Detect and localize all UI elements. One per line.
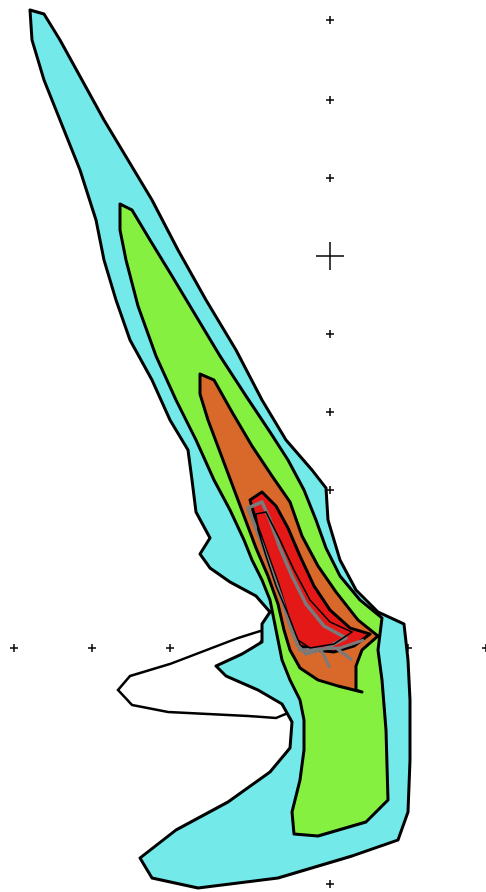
grid-marker — [10, 644, 18, 652]
grid-marker — [326, 330, 334, 338]
core-outline — [255, 511, 354, 649]
crosshair-icon — [316, 242, 344, 270]
grid-marker — [326, 408, 334, 416]
grid-marker — [166, 644, 174, 652]
grid-marker — [326, 96, 334, 104]
grid-marker — [326, 174, 334, 182]
grid-marker — [326, 16, 334, 24]
contour-level-5-spur — [297, 638, 365, 669]
grid-marker — [88, 644, 96, 652]
grid-marker — [326, 880, 334, 888]
grid-marker — [482, 644, 486, 652]
